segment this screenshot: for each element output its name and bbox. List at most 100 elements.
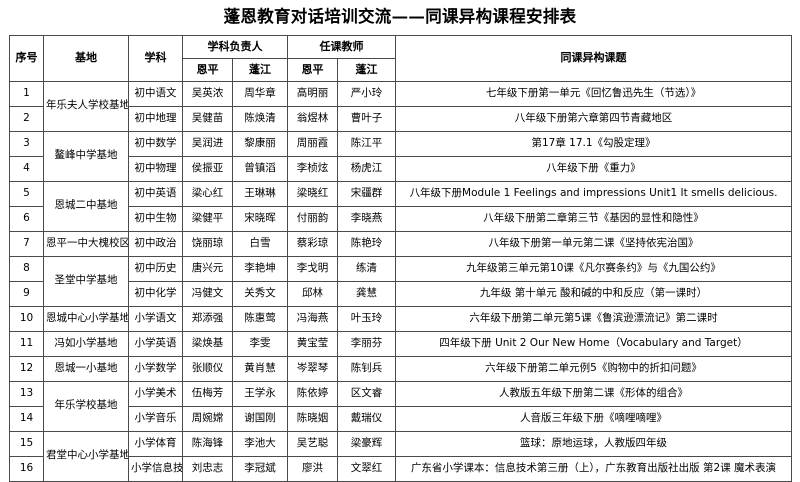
column-header-topic: 同课异构课题	[395, 34, 792, 82]
cell-lead-enping: 刘忠志	[182, 455, 233, 482]
cell-topic: 八年级下册Module 1 Feelings and impressions U…	[395, 180, 792, 207]
cell-teacher-enping: 陈晓姻	[287, 405, 338, 432]
column-header-base: 基地	[43, 34, 129, 82]
cell-subject: 初中地理	[128, 105, 183, 132]
cell-teacher-pengjiang: 龚慧	[337, 280, 396, 307]
cell-lead-pengjiang: 陈惠莺	[232, 305, 288, 332]
cell-teacher-pengjiang: 练清	[337, 255, 396, 282]
table-header: 序号 基地 学科 学科负责人 任课教师 同课异构课题 恩平 蓬江 恩平 蓬江	[9, 34, 792, 82]
cell-lead-pengjiang: 曾镇滔	[232, 155, 288, 182]
cell-teacher-enping: 李戈明	[287, 255, 338, 282]
cell-topic: 九年级 第十单元 酸和碱的中和反应（第一课时）	[395, 280, 792, 307]
cell-subject: 初中物理	[128, 155, 183, 182]
cell-teacher-enping: 冯海燕	[287, 305, 338, 332]
table-row: 10 恩城中心小学基地 小学语文 郑添强 陈惠莺 冯海燕 叶玉玲 六年级下册第二单元第5课《鲁…	[9, 305, 792, 332]
cell-topic: 八年级下册第一单元第二课《坚持依宪治国》	[395, 230, 792, 257]
cell-lead-pengjiang: 李冠斌	[232, 455, 288, 482]
cell-subject: 初中英语	[128, 180, 183, 207]
cell-lead-enping: 伍梅芳	[182, 380, 233, 407]
cell-teacher-enping: 周丽霞	[287, 130, 338, 157]
cell-topic: 六年级下册第二单元例5《购物中的折扣问题》	[395, 355, 792, 382]
cell-teacher-enping: 付丽韵	[287, 205, 338, 232]
column-header-lead-pengjiang: 蓬江	[232, 57, 288, 82]
document-page: 蓬恩教育对话培训交流——同课异构课程安排表 序号 基地 学科 学科负责人 任课教…	[9, 7, 792, 482]
cell-lead-pengjiang: 陈焕清	[232, 105, 288, 132]
course-schedule-table: 序号 基地 学科 学科负责人 任课教师 同课异构课题 恩平 蓬江 恩平 蓬江 1…	[9, 34, 792, 482]
cell-lead-pengjiang: 黄肖慧	[232, 355, 288, 382]
cell-index: 8	[9, 255, 44, 282]
cell-index: 9	[9, 280, 44, 307]
cell-subject: 小学语文	[128, 305, 183, 332]
table-row: 5 恩城二中基地 初中英语 梁心红 王琳琳 梁晓红 宋疆群 八年级下册Module 1 Fee…	[9, 180, 792, 232]
cell-base: 恩城中心小学基地	[43, 305, 129, 332]
table-row: 13 年乐学校基地 小学美术 伍梅芳 王学永 陈依婷 区文睿 人教版五年级下册第二课《形体的组…	[9, 380, 792, 432]
cell-lead-pengjiang: 周华章	[232, 80, 288, 107]
table-row: 1 年乐夫人学校基地 初中语文 吴英浓 周华章 高明丽 严小玲 七年级下册第一单元《回忆鲁迅先…	[9, 80, 792, 132]
cell-lead-pengjiang: 谢国刚	[232, 405, 288, 432]
cell-teacher-pengjiang: 梁豪辉	[337, 430, 396, 457]
cell-topic: 八年级下册《重力》	[395, 155, 792, 182]
cell-subject: 小学数学	[128, 355, 183, 382]
cell-teacher-enping: 邱林	[287, 280, 338, 307]
cell-lead-enping: 梁心红	[182, 180, 233, 207]
cell-lead-enping: 陈海锋	[182, 430, 233, 457]
cell-lead-enping: 吴英浓	[182, 80, 233, 107]
cell-index: 16	[9, 455, 44, 482]
page-title: 蓬恩教育对话培训交流——同课异构课程安排表	[223, 7, 577, 26]
cell-topic: 九年级第三单元第10课《凡尔赛条约》与《九国公约》	[395, 255, 792, 282]
cell-index: 11	[9, 330, 44, 357]
cell-subject: 小学美术	[128, 380, 183, 407]
cell-subject: 初中化学	[128, 280, 183, 307]
cell-subject: 小学体育	[128, 430, 183, 457]
table-row: 3 鳌峰中学基地 初中数学 吴润进 黎康丽 周丽霞 陈江平 第17章 17.1《勾股定理》	[9, 130, 792, 182]
cell-topic: 第17章 17.1《勾股定理》	[395, 130, 792, 157]
cell-lead-enping: 冯健文	[182, 280, 233, 307]
cell-base: 圣堂中学基地	[43, 255, 129, 307]
cell-index: 5	[9, 180, 44, 207]
cell-teacher-enping: 陈依婷	[287, 380, 338, 407]
cell-index: 10	[9, 305, 44, 332]
table-row: 12 恩城一小基地 小学数学 张顺仪 黄肖慧 岑翠琴 陈钊兵 六年级下册第二单元例5《购物中的…	[9, 355, 792, 382]
cell-index: 1	[9, 80, 44, 107]
cell-teacher-pengjiang: 陈艳玲	[337, 230, 396, 257]
cell-index: 4	[9, 155, 44, 182]
cell-base: 君堂中心小学基地	[43, 430, 129, 482]
cell-teacher-enping: 廖洪	[287, 455, 338, 482]
cell-lead-enping: 张顺仪	[182, 355, 233, 382]
cell-topic: 人音版三年级下册《嘀哩嘀哩》	[395, 405, 792, 432]
cell-teacher-pengjiang: 叶玉玲	[337, 305, 396, 332]
cell-subject: 初中语文	[128, 80, 183, 107]
cell-topic: 四年级下册 Unit 2 Our New Home（Vocabulary and…	[395, 330, 792, 357]
cell-teacher-enping: 梁晓红	[287, 180, 338, 207]
table-row: 11 冯如小学基地 小学英语 梁焕基 李雯 黄宝莹 李丽芬 四年级下册 Unit 2 Our …	[9, 330, 792, 357]
cell-teacher-pengjiang: 区文睿	[337, 380, 396, 407]
column-header-lead-enping: 恩平	[182, 57, 233, 82]
table-row: 14 小学音乐 周婉嫦 谢国刚 陈晓姻 戴瑞仪 人音版三年级下册《嘀哩嘀哩》	[9, 405, 792, 432]
cell-teacher-pengjiang: 宋疆群	[337, 180, 396, 207]
cell-teacher-enping: 李桢炫	[287, 155, 338, 182]
column-header-index: 序号	[9, 34, 44, 82]
cell-topic: 八年级下册第二章第三节《基因的显性和隐性》	[395, 205, 792, 232]
table-header-row-1: 序号 基地 学科 学科负责人 任课教师 同课异构课题	[9, 34, 792, 82]
table-row: 9 初中化学 冯健文 关秀文 邱林 龚慧 九年级 第十单元 酸和碱的中和反应（第一课时）	[9, 280, 792, 307]
table-row: 7恩平一中大槐校区基地初中政治饶丽琼白雪蔡彩琼陈艳玲八年级下册第一单元第二课《坚…	[9, 230, 792, 257]
cell-base: 年乐学校基地	[43, 380, 129, 432]
column-header-teacher-pengjiang: 蓬江	[337, 57, 396, 82]
cell-lead-pengjiang: 李雯	[232, 330, 288, 357]
cell-index: 6	[9, 205, 44, 232]
cell-lead-enping: 周婉嫦	[182, 405, 233, 432]
cell-subject: 小学信息技术	[128, 455, 183, 482]
cell-lead-pengjiang: 白雪	[232, 230, 288, 257]
cell-teacher-pengjiang: 严小玲	[337, 80, 396, 107]
cell-base: 恩平一中大槐校区基地	[43, 230, 129, 257]
cell-subject: 初中生物	[128, 205, 183, 232]
cell-lead-pengjiang: 李池大	[232, 430, 288, 457]
table-row: 4 初中物理 侯振亚 曾镇滔 李桢炫 杨虎江 八年级下册《重力》	[9, 155, 792, 182]
cell-base: 恩城二中基地	[43, 180, 129, 232]
column-header-teacher-group: 任课教师	[287, 34, 396, 59]
cell-topic: 八年级下册第六章第四节青藏地区	[395, 105, 792, 132]
cell-subject: 初中数学	[128, 130, 183, 157]
cell-topic: 篮球：原地运球，人教版四年级	[395, 430, 792, 457]
column-header-lead-group: 学科负责人	[182, 34, 288, 59]
cell-teacher-pengjiang: 戴瑞仪	[337, 405, 396, 432]
